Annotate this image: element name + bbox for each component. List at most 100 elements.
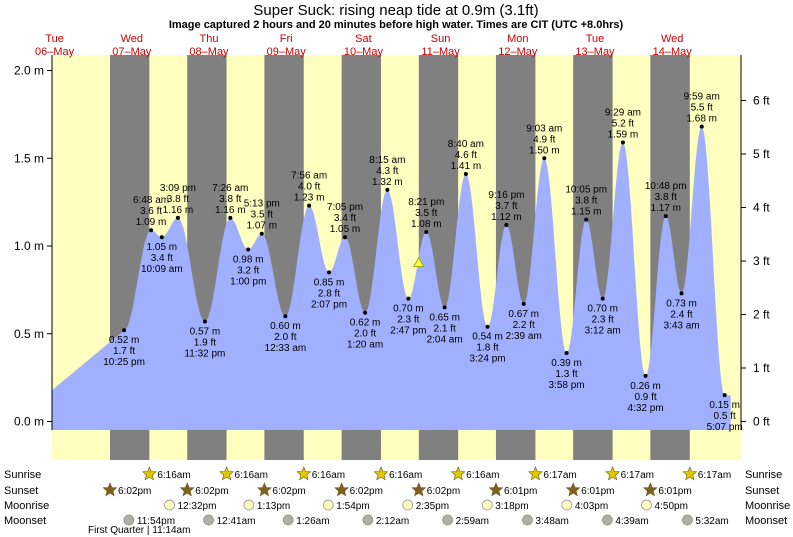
extreme-point (600, 296, 605, 301)
day-header-date: 12–May (498, 46, 538, 58)
extreme-feet: 2.2 ft (513, 320, 535, 331)
extreme-metres: 1.68 m (686, 114, 717, 125)
extreme-time: 2:47 pm (390, 326, 426, 337)
extreme-point (722, 393, 727, 398)
extreme-time: 3:58 pm (548, 380, 584, 391)
extreme-time: 12:33 am (265, 343, 307, 354)
extreme-point (175, 215, 180, 220)
extreme-metres: 1.15 m (571, 207, 602, 218)
extreme-point (699, 124, 704, 129)
day-header-dow: Tue (586, 33, 605, 45)
day-header-date: 10–May (344, 46, 384, 58)
extreme-time: 3:09 pm (160, 183, 196, 194)
moonset-time: 2:59am (456, 516, 489, 527)
day-header-dow: Tue (45, 33, 64, 45)
extreme-point (228, 215, 233, 220)
extreme-feet: 0.5 ft (714, 411, 736, 422)
sunset-icon (334, 482, 350, 497)
sunset-icon (411, 482, 427, 497)
moonrise-time: 1:13pm (257, 501, 290, 512)
extreme-metres: 1.09 m (136, 217, 167, 228)
extreme-feet: 2.3 ft (397, 315, 419, 326)
extreme-feet: 3.8 ft (655, 192, 677, 203)
extreme-feet: 2.1 ft (434, 323, 456, 334)
extreme-feet: 3.7 ft (495, 201, 517, 212)
extreme-metres: 1.41 m (451, 161, 482, 172)
y-left-tick-label: 0.5 m (14, 327, 44, 341)
extreme-metres: 1.17 m (650, 203, 681, 214)
day-header-dow: Mon (507, 33, 528, 45)
day-header-date: 11–May (421, 46, 460, 58)
axes: 2.0 m 1.5 m 1.0 m 0.5 m 0.0 m 6 ft 5 ft 4 ft 3 f… (14, 55, 770, 430)
astro-table: Sunrise Sunrise 6:16am 6:16am 6:16am 6:16am 6:… (4, 466, 790, 536)
extreme-point (259, 231, 264, 236)
extreme-time: 9:59 am (684, 92, 720, 103)
y-left-tick-label: 2.0 m (14, 64, 44, 78)
extreme-feet: 3.5 ft (415, 208, 437, 219)
extreme-metres: 0.98 m (233, 255, 264, 266)
extreme-time: 8:15 am (369, 155, 405, 166)
extreme-metres: 0.73 m (666, 298, 697, 309)
extreme-time: 3:24 pm (469, 354, 505, 365)
sunset-time: 6:02pm (195, 486, 228, 497)
extreme-feet: 4.9 ft (533, 134, 555, 145)
extreme-feet: 3.8 ft (219, 194, 241, 205)
sunrise-icon (219, 466, 234, 481)
extreme-time: 7:26 am (212, 183, 248, 194)
extreme-time: 10:09 am (141, 264, 183, 275)
moonrise-icon (402, 499, 414, 511)
extreme-point (385, 187, 390, 192)
sunset-icon (102, 482, 118, 497)
extreme-point (679, 291, 684, 296)
moonrise-time: 4:50pm (655, 501, 688, 512)
extreme-metres: 0.70 m (393, 304, 424, 315)
astro-row-label-left: Sunset (4, 485, 38, 497)
extreme-metres: 1.59 m (608, 129, 639, 140)
extreme-feet: 1.9 ft (194, 337, 216, 348)
y-right-tick-label: 0 ft (753, 415, 770, 429)
extreme-metres: 0.39 m (551, 358, 582, 369)
extreme-time: 10:48 pm (645, 181, 687, 192)
moonset-icon (602, 514, 613, 526)
extreme-time: 2:07 pm (311, 299, 347, 310)
day-header-dow: Wed (661, 33, 683, 45)
chart-subtitle: Image captured 2 hours and 20 minutes be… (169, 19, 624, 31)
extreme-point (643, 373, 648, 378)
moonset-icon (282, 514, 294, 526)
extreme-time: 9:03 am (526, 123, 562, 134)
extreme-feet: 3.2 ft (237, 266, 259, 277)
extreme-time: 7:05 pm (327, 202, 363, 213)
sunset-time: 6:02pm (350, 486, 383, 497)
sunrise-time: 6:16am (466, 470, 499, 481)
extreme-metres: 1.05 m (330, 224, 361, 235)
y-left-tick-label: 1.5 m (14, 151, 44, 165)
extreme-time: 4:32 pm (628, 403, 664, 414)
current-level-marker (413, 256, 425, 267)
extreme-point (504, 222, 509, 227)
extreme-metres: 1.32 m (372, 177, 403, 188)
extreme-point (342, 235, 347, 240)
extreme-time: 2:04 am (427, 334, 463, 345)
astro-row-label-left: Moonrise (4, 500, 49, 512)
astro-row-label-left: Moonset (4, 515, 46, 527)
extreme-feet: 2.8 ft (318, 288, 340, 299)
extreme-point (122, 328, 127, 333)
sunrise-time: 6:16am (312, 470, 345, 481)
extreme-time: 10:05 pm (565, 185, 607, 196)
extreme-feet: 3.5 ft (251, 210, 273, 221)
extreme-point (202, 319, 207, 324)
extreme-metres: 1.16 m (215, 205, 246, 216)
sunset-icon (642, 482, 658, 497)
extreme-feet: 3.8 ft (575, 196, 597, 207)
extreme-metres: 0.62 m (350, 318, 381, 329)
extreme-point (521, 301, 526, 306)
extreme-metres: 1.23 m (294, 193, 325, 204)
extreme-feet: 3.6 ft (140, 206, 162, 217)
day-headers: Tue06–MayWed07–MayThu08–MayFri09–MaySat1… (35, 33, 692, 58)
extreme-point (246, 247, 251, 252)
extreme-feet: 2.3 ft (592, 315, 614, 326)
astro-row-label-right: Sunset (745, 485, 779, 497)
y-left-tick-label: 1.0 m (14, 239, 44, 253)
moonrise-time: 12:32pm (178, 501, 217, 512)
